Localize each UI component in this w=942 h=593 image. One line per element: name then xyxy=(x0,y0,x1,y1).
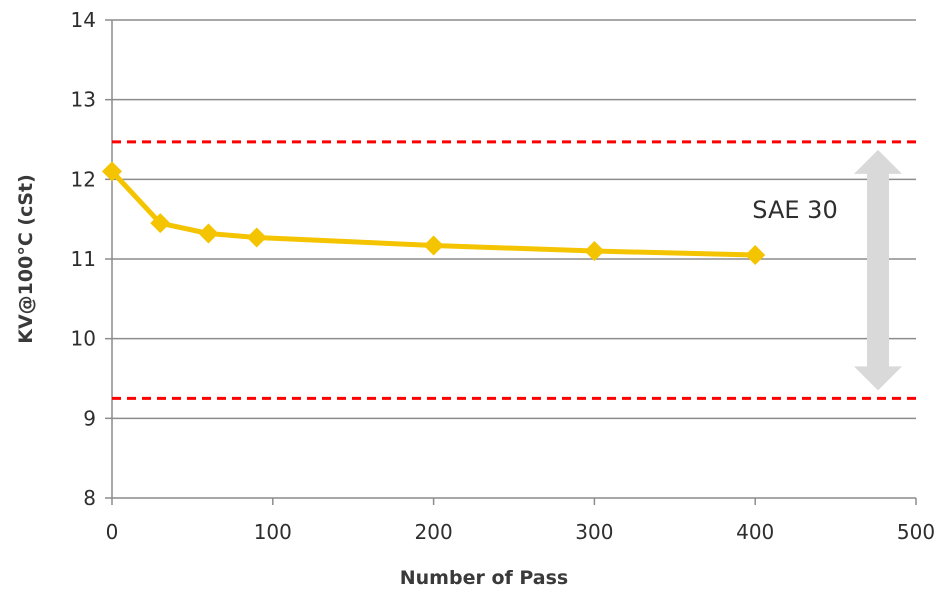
series-group xyxy=(102,161,766,266)
reference-lines xyxy=(112,140,922,400)
data-point-marker xyxy=(246,227,267,248)
x-tick-label: 0 xyxy=(106,520,119,544)
axes xyxy=(105,19,917,505)
data-point-marker xyxy=(584,241,605,262)
data-point-marker xyxy=(198,223,219,244)
data-point-marker xyxy=(745,245,766,266)
y-tick-label: 12 xyxy=(71,167,96,191)
x-tick-label: 400 xyxy=(736,520,774,544)
x-axis-title: Number of Pass xyxy=(400,567,569,589)
x-tick-label: 200 xyxy=(415,520,453,544)
data-point-marker xyxy=(423,235,444,256)
x-tick-label: 300 xyxy=(575,520,613,544)
data-point-marker xyxy=(150,213,171,234)
range-double-arrow xyxy=(854,149,902,391)
y-tick-label: 10 xyxy=(71,327,96,351)
gridlines xyxy=(112,19,916,420)
data-point-marker xyxy=(102,161,122,182)
y-tick-label: 11 xyxy=(71,247,96,271)
y-tick-label: 8 xyxy=(83,486,96,510)
y-axis-title: KV@100°C (cSt) xyxy=(15,174,37,344)
y-tick-label: 9 xyxy=(83,406,96,430)
range-annotation: SAE 30 xyxy=(752,149,902,391)
x-tick-label: 500 xyxy=(897,520,935,544)
y-tick-label: 14 xyxy=(71,8,96,32)
tick-labels: 8 9 10 11 12 13 14 0 100 200 300 400 500 xyxy=(71,8,936,544)
x-tick-label: 100 xyxy=(254,520,292,544)
y-tick-label: 13 xyxy=(71,88,96,112)
sae-30-label: SAE 30 xyxy=(752,196,837,224)
